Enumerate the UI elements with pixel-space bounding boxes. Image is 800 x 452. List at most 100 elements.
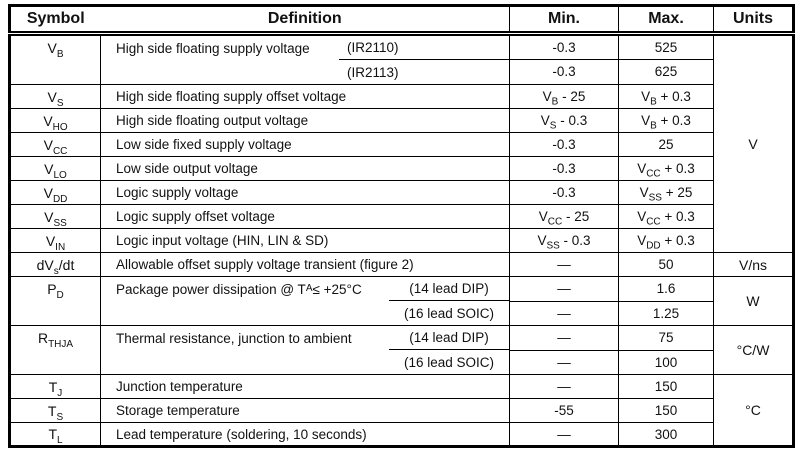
min-value: VCC - 25 bbox=[509, 204, 619, 229]
min-value: — bbox=[509, 276, 619, 302]
table-row-pd-soic: — 1.25 bbox=[10, 300, 794, 326]
symbol-vcc: VCC bbox=[9, 132, 101, 157]
min-value: VS - 0.3 bbox=[509, 108, 619, 133]
header-units: Units bbox=[713, 5, 794, 36]
units-v: V bbox=[713, 33, 794, 253]
definition-text: Logic input voltage (HIN, LIN & SD) bbox=[100, 228, 510, 253]
definition-vb: High side floating supply voltage (IR211… bbox=[100, 33, 510, 85]
symbol-tl: TL bbox=[9, 422, 101, 447]
symbol-vb: VB bbox=[9, 33, 101, 85]
max-value: VSS + 25 bbox=[618, 180, 714, 205]
variant-16-lead-soic: (16 lead SOIC) bbox=[403, 354, 495, 370]
table-row-vb-ir2110: VB High side floating supply voltage (IR… bbox=[9, 33, 794, 253]
symbol-vin: VIN bbox=[9, 228, 101, 253]
definition-rthja: Thermal resistance, junction to ambient … bbox=[100, 325, 510, 375]
definition-text: High side floating output voltage bbox=[100, 108, 510, 133]
header-min: Min. bbox=[509, 5, 619, 36]
table-row-vs: VS High side floating supply offset volt… bbox=[9, 84, 794, 109]
table-row-vcc: VCC Low side fixed supply voltage -0.3 2… bbox=[9, 132, 794, 157]
symbol-vdd: VDD bbox=[9, 180, 101, 205]
max-value: VDD + 0.3 bbox=[618, 228, 714, 253]
min-value: — bbox=[509, 252, 619, 277]
symbol-rthja: RTHJA bbox=[9, 325, 101, 375]
variant-16-lead-soic: (16 lead SOIC) bbox=[403, 305, 495, 321]
symbol-vss: VSS bbox=[9, 204, 101, 229]
definition-text: High side floating supply offset voltage bbox=[100, 84, 510, 109]
definition-text: Junction temperature bbox=[100, 374, 510, 399]
definition-merged-group: High side floating supply voltage (IR211… bbox=[102, 36, 509, 84]
header-symbol: Symbol bbox=[9, 5, 101, 36]
units-v-per-ns: V/ns bbox=[713, 252, 794, 277]
definition-text: Low side fixed supply voltage bbox=[100, 132, 510, 157]
max-value: 75 bbox=[618, 325, 714, 351]
units-c-per-w: °C/W bbox=[713, 325, 794, 375]
symbol-vs: VS bbox=[9, 84, 101, 109]
max-value: 525 bbox=[618, 33, 714, 60]
header-max: Max. bbox=[618, 5, 714, 36]
definition-text: Low side output voltage bbox=[100, 156, 510, 181]
definition-merged-group: Thermal resistance, junction to ambient … bbox=[102, 327, 509, 374]
min-value: — bbox=[509, 422, 619, 447]
min-value: -0.3 bbox=[509, 33, 619, 60]
absolute-maximum-ratings-table: Symbol Definition Min. Max. Units VB Hig… bbox=[8, 4, 795, 448]
max-value: 1.25 bbox=[618, 300, 714, 326]
max-value: VCC + 0.3 bbox=[618, 204, 714, 229]
max-value: 50 bbox=[618, 252, 714, 277]
header-row: Symbol Definition Min. Max. Units bbox=[9, 5, 794, 36]
symbol-pd: PD bbox=[9, 276, 101, 326]
min-value: -55 bbox=[509, 398, 619, 423]
max-value: 150 bbox=[618, 374, 714, 399]
table-row-rthja-soic: — 100 bbox=[10, 349, 794, 375]
table-row-vdd: VDD Logic supply voltage -0.3 VSS + 25 bbox=[9, 180, 794, 205]
header-definition: Definition bbox=[100, 5, 510, 36]
max-value: 625 bbox=[618, 58, 714, 85]
table-row-vin: VIN Logic input voltage (HIN, LIN & SD) … bbox=[9, 228, 794, 253]
symbol-vho: VHO bbox=[9, 108, 101, 133]
min-value: — bbox=[509, 325, 619, 351]
table-row-vho: VHO High side floating output voltage VS… bbox=[9, 108, 794, 133]
max-value: VB + 0.3 bbox=[618, 108, 714, 133]
min-value: — bbox=[509, 300, 619, 326]
max-value: VB + 0.3 bbox=[618, 84, 714, 109]
min-value: -0.3 bbox=[509, 58, 619, 85]
table-row-ts: TS Storage temperature -55 150 bbox=[9, 398, 794, 423]
symbol-tj: TJ bbox=[9, 374, 101, 399]
min-value: -0.3 bbox=[509, 132, 619, 157]
min-value: — bbox=[509, 374, 619, 399]
max-value: 1.6 bbox=[618, 276, 714, 302]
definition-text: Allowable offset supply voltage transien… bbox=[100, 252, 510, 277]
max-value: 100 bbox=[618, 349, 714, 375]
symbol-text: PD bbox=[47, 281, 64, 301]
max-value: 25 bbox=[618, 132, 714, 157]
max-value: 300 bbox=[618, 422, 714, 447]
symbol-vlo: VLO bbox=[9, 156, 101, 181]
max-value: 150 bbox=[618, 398, 714, 423]
units-celsius: °C bbox=[713, 374, 794, 447]
table-row-vlo: VLO Low side output voltage -0.3 VCC + 0… bbox=[9, 156, 794, 181]
units-w: W bbox=[713, 276, 794, 326]
symbol-ts: TS bbox=[9, 398, 101, 423]
table-row-vb-ir2113: -0.3 625 bbox=[10, 58, 794, 85]
table-row-tj: TJ Junction temperature — 150 °C bbox=[9, 374, 794, 447]
min-value: -0.3 bbox=[509, 156, 619, 181]
definition-text: Storage temperature bbox=[100, 398, 510, 423]
variant-14-lead-dip: (14 lead DIP) bbox=[389, 327, 509, 350]
min-value: VB - 25 bbox=[509, 84, 619, 109]
table-row-dvsdt: dVs/dt Allowable offset supply voltage t… bbox=[9, 252, 794, 277]
variant-14-lead-dip: (14 lead DIP) bbox=[389, 278, 509, 301]
table-row-vss: VSS Logic supply offset voltage VCC - 25… bbox=[9, 204, 794, 229]
symbol-dvsdt: dVs/dt bbox=[9, 252, 101, 277]
definition-text: Lead temperature (soldering, 10 seconds) bbox=[100, 422, 510, 447]
min-value: -0.3 bbox=[509, 180, 619, 205]
definition-text: Logic supply voltage bbox=[100, 180, 510, 205]
min-value: — bbox=[509, 349, 619, 375]
table-row-tl: TL Lead temperature (soldering, 10 secon… bbox=[9, 422, 794, 447]
definition-text: Logic supply offset voltage bbox=[100, 204, 510, 229]
min-value: VSS - 0.3 bbox=[509, 228, 619, 253]
definition-text: Thermal resistance, junction to ambient bbox=[116, 330, 352, 346]
